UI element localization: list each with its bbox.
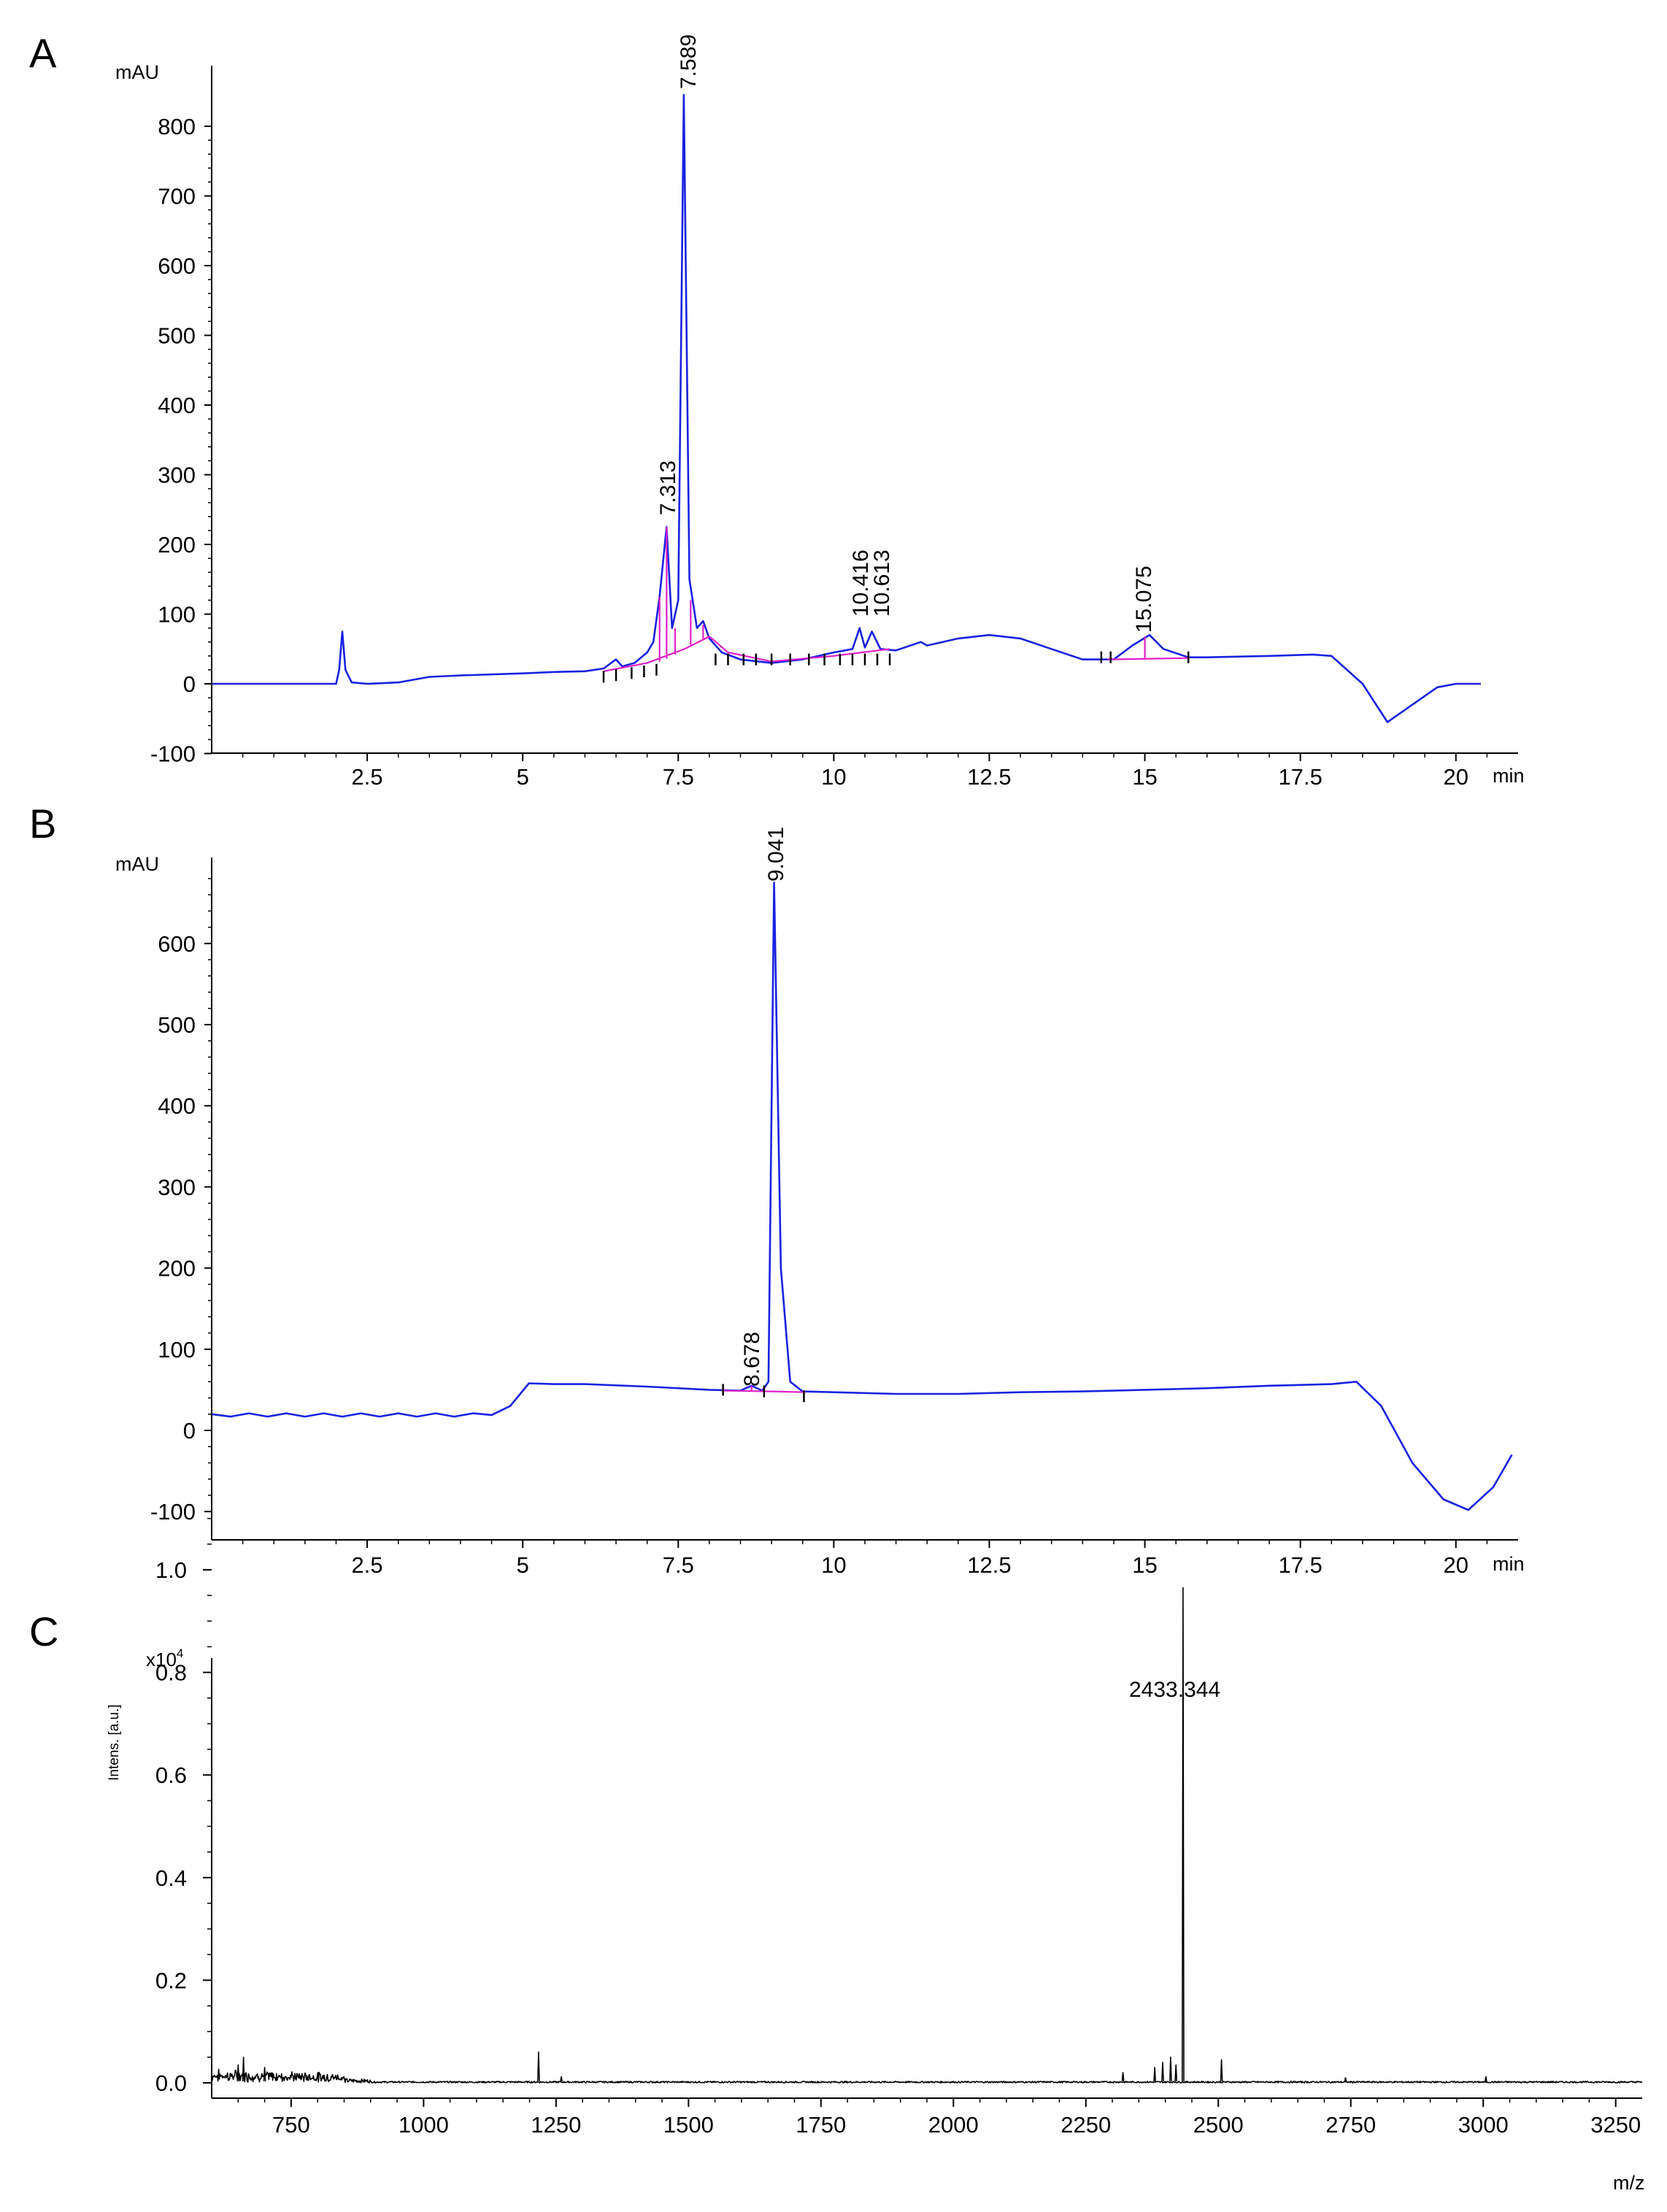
panel-a-x-tick-label: 20 xyxy=(1444,764,1468,790)
panel-b-baseline xyxy=(721,1390,806,1393)
panel-b-x-tick-label: 5 xyxy=(517,1552,529,1578)
panel-c-y-tick-label: 0.2 xyxy=(155,1968,187,1993)
panel-c-x-tick-label: 750 xyxy=(272,2112,310,2138)
panel-a-y-tick-label: 800 xyxy=(158,114,196,139)
panel-c-x-tick-label: 1500 xyxy=(663,2112,714,2138)
panel-a-peak-label-15075: 15.075 xyxy=(1132,566,1156,633)
panel-b-y-tick-label: 100 xyxy=(158,1337,196,1363)
panel-c-spectrum-line xyxy=(211,1587,1643,2084)
panel-a-trace-line xyxy=(212,93,1481,723)
panel-a-y-tick-label: 300 xyxy=(158,463,196,488)
panel-c-peak-label-2433: 2433.344 xyxy=(1129,1678,1220,1702)
panel-b-trace-line xyxy=(211,882,1513,1511)
panel-c-x-tick-label: 3250 xyxy=(1590,2112,1641,2138)
panel-b-peak-label-9041: 9.041 xyxy=(764,827,788,882)
panel-a-peak-label-7313: 7.313 xyxy=(656,460,680,515)
panel-c-x-tick-label: 2000 xyxy=(928,2112,979,2138)
panel-c-letter: C xyxy=(29,1608,58,1654)
panel-a-baseline-main xyxy=(603,635,890,672)
panel-c-mass-spectrum: 0.0 0.2 0.4 0.6 0.8 1.0 750 1000 1250 1500 1750 200… xyxy=(107,1517,1645,2194)
panel-b-y-tick-label: -100 xyxy=(150,1499,196,1525)
panel-b-y-tick-label: 0 xyxy=(183,1418,196,1444)
panel-b-peak-label-8678: 8.678 xyxy=(740,1332,764,1387)
panel-a-y-tick-label: 700 xyxy=(158,184,196,209)
panel-c-x-tick-label: 2250 xyxy=(1060,2112,1111,2138)
panel-a-x-tick-label: 12.5 xyxy=(967,764,1011,790)
panel-b-integration-marks xyxy=(721,1384,806,1403)
panel-c-x-tick-label: 2750 xyxy=(1325,2112,1376,2138)
panel-b-x-tick-label: 10 xyxy=(821,1552,846,1578)
panel-b-x-tick-label: 15 xyxy=(1132,1552,1157,1578)
panel-a-x-tick-label: 10 xyxy=(821,764,846,790)
panel-a-peak-label-10416: 10.416 xyxy=(849,550,873,617)
panel-a-y-unit: mAU xyxy=(115,61,159,83)
panel-c-x-tick-label: 2500 xyxy=(1193,2112,1244,2138)
panel-c-x-tick-label: 1750 xyxy=(796,2112,846,2138)
panel-b-y-unit: mAU xyxy=(115,853,159,875)
panel-b-x-tick-label: 7.5 xyxy=(663,1552,694,1578)
panel-a-y-tick-label: 0 xyxy=(183,671,196,697)
panel-b-y-tick-label: 500 xyxy=(158,1012,196,1038)
panel-b-y-tick-label: 600 xyxy=(158,931,196,957)
panel-b-x-tick-label: 17.5 xyxy=(1278,1552,1322,1578)
panel-b-letter: B xyxy=(29,801,56,847)
panel-a-letter: A xyxy=(29,30,57,76)
panel-a-y-tick-label: 400 xyxy=(158,393,196,418)
panel-a-x-tick-label: 2.5 xyxy=(352,764,383,790)
panel-b-chromatogram: -100 0 100 200 300 400 500 600 2.5 5 7.5 10 12.5 15 17… xyxy=(115,827,1525,1578)
panel-b-x-tick-label: 20 xyxy=(1444,1552,1468,1578)
panel-c-x-unit: m/z xyxy=(1613,2172,1645,2194)
panel-a-x-tick-label: 17.5 xyxy=(1278,764,1322,790)
panel-c-y-tick-label: 0.8 xyxy=(155,1660,187,1686)
panel-a-x-tick-label: 5 xyxy=(517,764,529,790)
panel-a-y-tick-label: 600 xyxy=(158,253,196,279)
panel-c-y-exponent: x104 xyxy=(146,1646,183,1670)
panel-a-x-tick-label: 15 xyxy=(1132,764,1157,790)
panel-a-x-tick-label: 7.5 xyxy=(663,764,694,790)
panel-c-y-unit: Intens. [a.u.] xyxy=(107,1704,122,1781)
panel-c-y-tick-label: 0.4 xyxy=(155,1865,187,1891)
panel-b-y-tick-label: 400 xyxy=(158,1093,196,1119)
panel-b-x-tick-label: 2.5 xyxy=(352,1552,383,1578)
panel-c-x-tick-label: 1250 xyxy=(531,2112,581,2138)
panel-a-y-tick-label: -100 xyxy=(150,741,196,767)
panel-c-y-tick-label: 1.0 xyxy=(155,1557,187,1583)
panel-a-peak-label-7589: 7.589 xyxy=(677,34,701,89)
panel-b-x-unit: min xyxy=(1493,1553,1525,1575)
panel-b-y-tick-label: 200 xyxy=(158,1256,196,1282)
panel-b-x-tick-label: 12.5 xyxy=(967,1552,1011,1578)
panel-c-x-tick-label: 3000 xyxy=(1458,2112,1509,2138)
panel-a-y-tick-label: 200 xyxy=(158,532,196,558)
panel-a-x-unit: min xyxy=(1493,765,1525,787)
panel-a-peak-label-10613: 10.613 xyxy=(870,550,894,617)
panel-b-y-tick-label: 300 xyxy=(158,1174,196,1200)
panel-a-baseline-15075 xyxy=(1107,657,1189,660)
panel-c-y-tick-label: 0.0 xyxy=(155,2070,187,2096)
panel-c-y-tick-label: 0.6 xyxy=(155,1762,187,1788)
panel-a-integration-marks xyxy=(602,527,1190,683)
panel-a-y-tick-label: 500 xyxy=(158,323,196,349)
panel-a-chromatogram: -100 0 100 200 300 400 500 600 700 800 2.5 5 7.5 10 12… xyxy=(115,34,1525,790)
panel-c-x-tick-label: 1000 xyxy=(399,2112,449,2138)
panel-a-y-tick-label: 100 xyxy=(158,602,196,628)
